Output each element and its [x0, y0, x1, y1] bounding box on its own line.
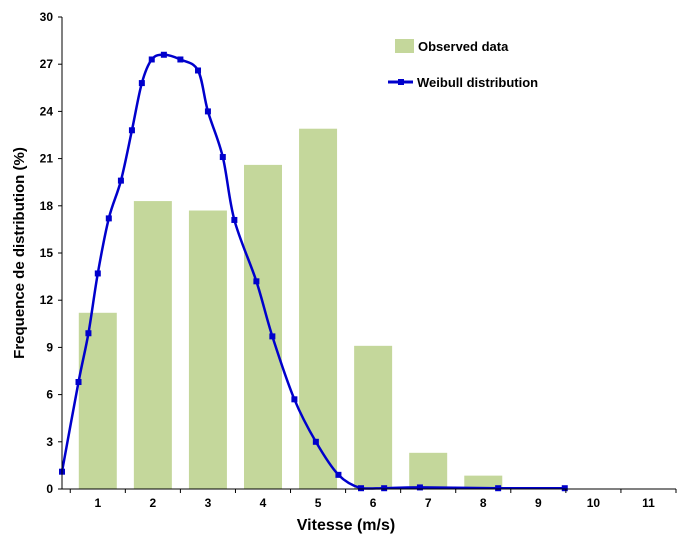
y-tick-label: 6	[46, 388, 53, 402]
y-tick-label: 21	[40, 152, 54, 166]
weibull-point	[561, 485, 568, 492]
weibull-point	[358, 485, 365, 492]
legend: Observed data Weibull distribution	[388, 39, 538, 90]
line-layer	[59, 51, 568, 492]
y-ticks: 0 3 6 9 12 15 18 21 24 27 30	[40, 10, 62, 496]
x-axis-title: Vitesse (m/s)	[297, 517, 395, 534]
legend-label-observed: Observed data	[418, 39, 509, 54]
y-axis-title: Frequence de distribution (%)	[11, 147, 28, 359]
x-tick-label: 6	[370, 496, 377, 510]
y-tick-label: 27	[40, 57, 54, 71]
x-tick-label: 7	[425, 496, 432, 510]
y-tick-label: 15	[40, 246, 54, 260]
bar-observed	[409, 452, 448, 489]
weibull-point	[291, 396, 298, 403]
weibull-point	[105, 215, 112, 222]
legend-label-weibull: Weibull distribution	[417, 75, 538, 90]
weibull-point	[495, 485, 502, 492]
y-tick-label: 9	[46, 340, 53, 354]
weibull-point	[160, 51, 167, 58]
x-tick-label: 9	[535, 496, 542, 510]
x-tick-label: 2	[150, 496, 157, 510]
weibull-point	[204, 108, 211, 115]
bar-observed	[354, 345, 393, 489]
weibull-point	[85, 330, 92, 337]
bar-observed	[133, 201, 172, 489]
weibull-point	[312, 438, 319, 445]
bars-layer	[78, 128, 503, 490]
weibull-point	[195, 67, 202, 74]
weibull-point	[177, 56, 184, 63]
weibull-point	[138, 80, 145, 87]
legend-marker-weibull	[398, 79, 404, 85]
x-tick-label: 10	[587, 496, 601, 510]
bar-observed	[299, 128, 338, 489]
bar-observed	[78, 312, 117, 489]
weibull-point	[219, 154, 226, 161]
x-tick-label: 11	[642, 496, 655, 510]
y-tick-label: 0	[46, 482, 53, 496]
y-tick-label: 24	[40, 104, 54, 118]
weibull-point	[117, 177, 124, 184]
y-tick-label: 18	[40, 199, 54, 213]
weibull-point	[94, 270, 101, 277]
bar-observed	[243, 164, 282, 490]
weibull-point	[253, 278, 260, 285]
x-tick-label: 3	[205, 496, 212, 510]
x-tick-label: 1	[94, 496, 101, 510]
y-tick-label: 12	[40, 293, 54, 307]
x-ticks: 1 2 3 4 5 6 7 8 9 10 11	[69, 489, 677, 510]
y-tick-label: 3	[46, 435, 53, 449]
legend-swatch-observed	[395, 39, 414, 53]
weibull-point	[148, 56, 155, 63]
x-tick-label: 5	[315, 496, 322, 510]
weibull-point	[416, 484, 423, 491]
x-tick-label: 4	[260, 496, 267, 510]
weibull-point	[128, 127, 135, 134]
weibull-point	[75, 379, 82, 386]
weibull-point	[231, 216, 238, 223]
weibull-point	[381, 485, 388, 492]
x-tick-label: 8	[480, 496, 487, 510]
bar-observed	[188, 210, 227, 489]
weibull-point	[269, 333, 276, 340]
weibull-point	[335, 471, 342, 478]
bar-observed	[464, 475, 503, 489]
y-tick-label: 30	[40, 10, 54, 24]
